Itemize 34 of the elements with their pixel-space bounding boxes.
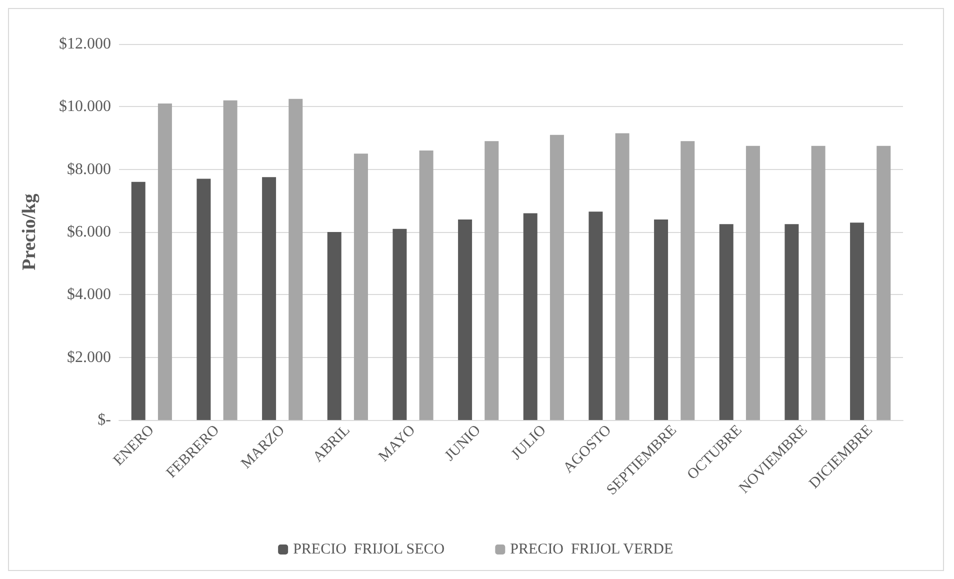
bar bbox=[876, 146, 891, 420]
y-tick-label: $2.000 bbox=[67, 348, 111, 366]
bar bbox=[262, 177, 276, 420]
bar bbox=[354, 154, 368, 420]
bar bbox=[615, 133, 630, 420]
bar bbox=[719, 224, 734, 420]
y-tick-label: $8.000 bbox=[67, 160, 111, 178]
bar bbox=[523, 213, 538, 420]
bar bbox=[158, 104, 172, 420]
y-tick-label: $12.000 bbox=[59, 36, 111, 52]
bar bbox=[484, 141, 499, 420]
y-tick-label: $- bbox=[98, 412, 111, 428]
bar bbox=[131, 182, 146, 420]
bar bbox=[654, 219, 668, 420]
bar bbox=[784, 224, 799, 420]
bar bbox=[850, 222, 864, 420]
y-tick-label: $4.000 bbox=[67, 286, 111, 304]
bar bbox=[550, 134, 564, 420]
bar bbox=[223, 100, 238, 420]
bar bbox=[588, 212, 603, 420]
y-tick-label: $10.000 bbox=[59, 98, 111, 116]
bar bbox=[746, 146, 760, 420]
bar bbox=[458, 219, 472, 420]
bar bbox=[392, 228, 407, 420]
legend-label: PRECIO FRIJOL SECO bbox=[293, 542, 445, 558]
y-tick-label: $6.000 bbox=[67, 224, 111, 240]
bar bbox=[419, 150, 434, 420]
bar bbox=[680, 141, 695, 420]
bar bbox=[811, 146, 826, 420]
bar bbox=[196, 178, 211, 420]
legend-label: PRECIO FRIJOL VERDE bbox=[510, 542, 674, 558]
bar bbox=[327, 232, 342, 420]
y-axis-title: Precio/kg bbox=[19, 193, 40, 270]
bar bbox=[288, 98, 303, 420]
